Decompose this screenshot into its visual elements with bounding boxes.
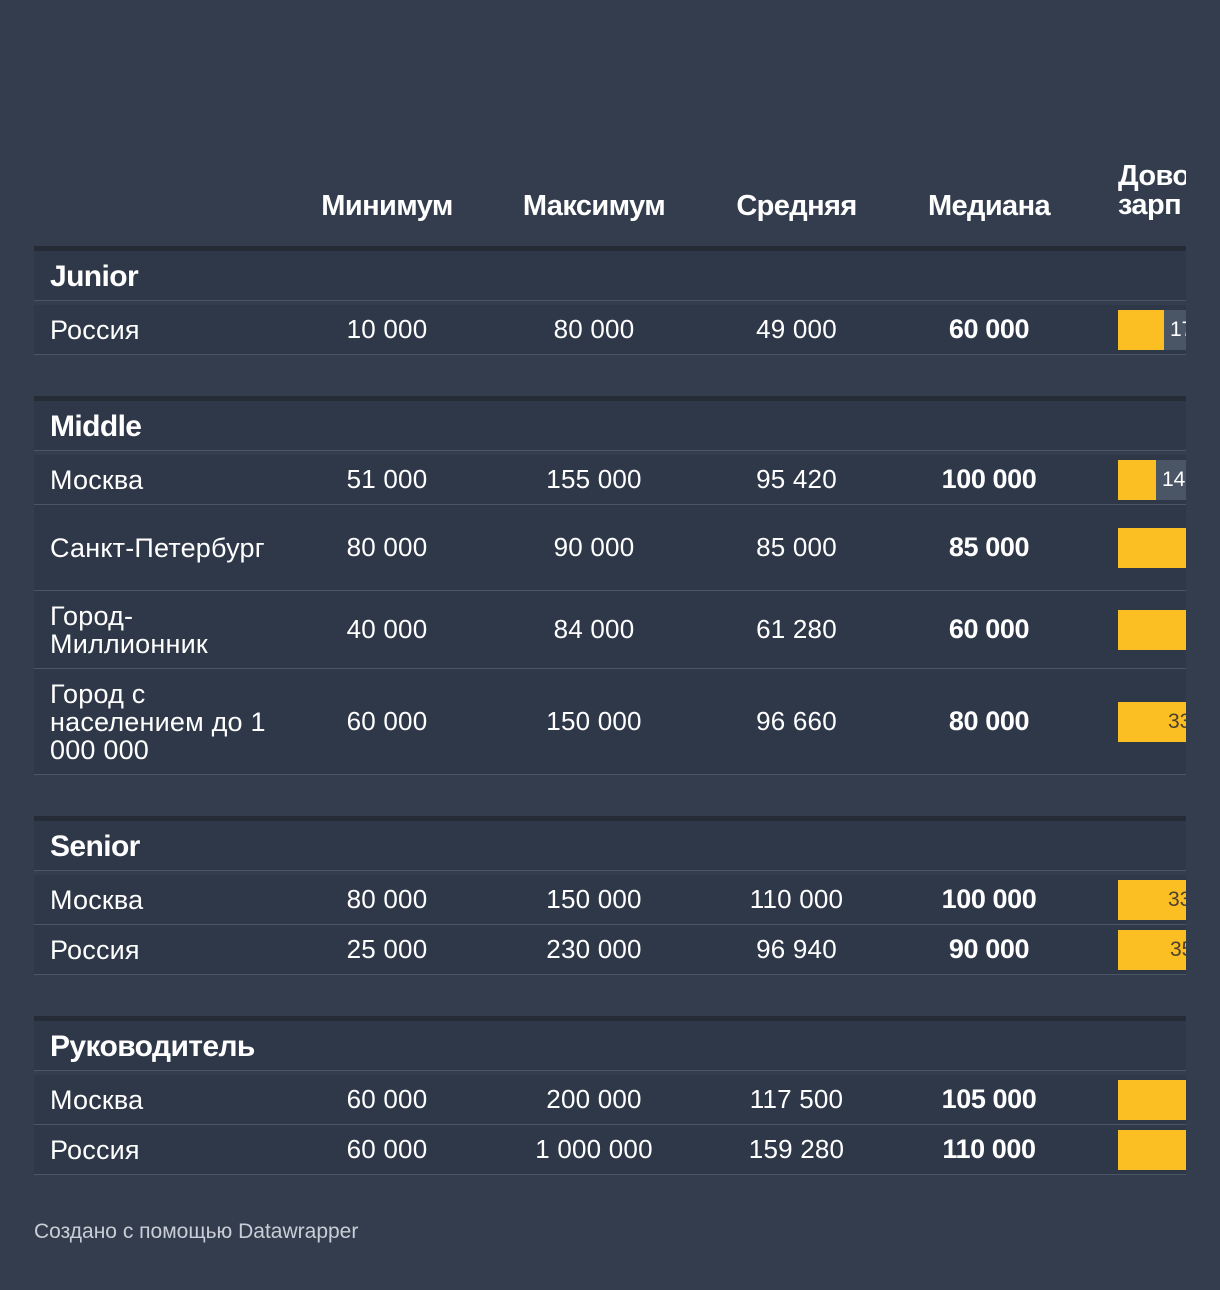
maximum-cell: 1 000 000 [535, 1134, 653, 1164]
mean-cell: 61 280 [756, 614, 837, 644]
city-cell: Город с населением до 1 000 000 [50, 678, 266, 765]
header-maximum[interactable]: Максимум [522, 190, 666, 222]
group-title-row: Middle [34, 401, 1186, 451]
minimum-cell: 51 000 [346, 464, 428, 494]
bar-fill [1118, 702, 1186, 742]
city-cell: Россия [50, 314, 140, 345]
salary-table: Минимум Максимум Средняя Медиана Дово за… [34, 0, 1186, 1200]
mean-cell: 117 500 [749, 1084, 844, 1114]
bar-label: 33% [1168, 888, 1186, 911]
mean-cell: 159 280 [748, 1134, 845, 1164]
bar-cell [1118, 1075, 1186, 1124]
table-row: Город-Миллионник 40 000 84 000 61 280 60 000 [34, 591, 1186, 669]
mean-cell: 96 940 [756, 934, 837, 964]
table-header: Минимум Максимум Средняя Медиана Дово за… [34, 150, 1186, 246]
minimum-cell: 10 000 [346, 314, 428, 344]
city-cell: Россия [50, 1134, 140, 1165]
minimum-cell: 25 000 [346, 934, 428, 964]
table-row: Москва 51 000 155 000 95 420 100 000 14 [34, 455, 1186, 505]
median-cell: 105 000 [941, 1084, 1037, 1114]
minimum-cell: 60 000 [346, 706, 428, 736]
minimum-cell: 80 000 [346, 532, 428, 562]
header-last-column[interactable]: Дово зарп [1118, 160, 1186, 221]
table-row: Санкт-Петербург 80 000 90 000 85 000 85 000 [34, 505, 1186, 591]
bar-cell: 17 [1118, 305, 1186, 354]
bar-cell: 14 [1118, 455, 1186, 504]
header-median[interactable]: Медиана [927, 190, 1051, 222]
mean-cell: 96 660 [756, 706, 837, 736]
bar-fill [1118, 610, 1186, 650]
city-cell: Москва [50, 464, 144, 495]
table-row: Город с населением до 1 000 000 60 000 150… [34, 669, 1186, 775]
median-cell: 85 000 [948, 532, 1030, 562]
minimum-cell: 60 000 [346, 1084, 428, 1114]
bar-fill [1118, 460, 1156, 500]
maximum-cell: 90 000 [553, 532, 635, 562]
mean-cell: 95 420 [756, 464, 837, 494]
maximum-cell: 200 000 [546, 1084, 642, 1114]
bar-fill [1118, 880, 1186, 920]
group-separator [34, 816, 1186, 821]
median-cell: 100 000 [941, 464, 1037, 494]
city-cell: Москва [50, 884, 144, 915]
maximum-cell: 84 000 [553, 614, 635, 644]
group-title: Middle [50, 410, 142, 443]
bar-cell: 35 [1118, 925, 1186, 974]
maximum-cell: 80 000 [553, 314, 635, 344]
mean-cell: 85 000 [756, 532, 837, 562]
bar-fill [1118, 1130, 1186, 1170]
group-title-row: Junior [34, 251, 1186, 301]
bar-cell: 33% [1118, 875, 1186, 924]
median-cell: 60 000 [948, 614, 1030, 644]
group-title-row: Руководитель [34, 1021, 1186, 1071]
bar-label: 14 [1162, 468, 1186, 491]
table-row: Россия 25 000 230 000 96 940 90 000 35 [34, 925, 1186, 975]
bar-label: 33% [1168, 710, 1186, 733]
city-cell: Москва [50, 1084, 144, 1115]
maximum-cell: 150 000 [546, 884, 642, 914]
group-separator [34, 1016, 1186, 1021]
city-cell: Санкт-Петербург [50, 532, 265, 563]
bar-fill [1118, 528, 1186, 568]
median-cell: 110 000 [942, 1134, 1036, 1164]
group-title: Руководитель [50, 1030, 255, 1063]
bar-cell [1118, 505, 1186, 590]
median-cell: 60 000 [948, 314, 1030, 344]
table-row: Россия 10 000 80 000 49 000 60 000 17 [34, 305, 1186, 355]
bar-fill [1118, 930, 1186, 970]
minimum-cell: 40 000 [346, 614, 428, 644]
group-separator [34, 396, 1186, 401]
header-rule [34, 246, 1186, 251]
group-title-row: Senior [34, 821, 1186, 871]
maximum-cell: 150 000 [546, 706, 642, 736]
table-row: Москва 80 000 150 000 110 000 100 000 33% [34, 875, 1186, 925]
footer-credit[interactable]: Создано с помощью Datawrapper [34, 1220, 359, 1243]
mean-cell: 110 000 [749, 884, 844, 914]
median-cell: 80 000 [948, 706, 1030, 736]
bar-label: 35 [1170, 938, 1186, 961]
bar-cell [1118, 591, 1186, 668]
minimum-cell: 60 000 [346, 1134, 428, 1164]
header-mean[interactable]: Средняя [736, 190, 857, 222]
bar-fill [1118, 310, 1164, 350]
header-minimum[interactable]: Минимум [321, 190, 453, 222]
minimum-cell: 80 000 [346, 884, 428, 914]
bar-fill [1118, 1080, 1186, 1120]
city-cell: Город-Миллионник [50, 600, 208, 659]
table-row: Россия 60 000 1 000 000 159 280 110 000 4 [34, 1125, 1186, 1175]
bar-cell: 4 [1118, 1125, 1186, 1174]
mean-cell: 49 000 [756, 314, 837, 344]
group-title: Senior [50, 830, 140, 863]
median-cell: 100 000 [941, 884, 1037, 914]
city-cell: Россия [50, 934, 140, 965]
maximum-cell: 230 000 [546, 934, 642, 964]
maximum-cell: 155 000 [546, 464, 642, 494]
table-row: Москва 60 000 200 000 117 500 105 000 [34, 1075, 1186, 1125]
bar-label: 17 [1170, 318, 1186, 341]
median-cell: 90 000 [948, 934, 1030, 964]
bar-cell: 33% [1118, 669, 1186, 774]
group-title: Junior [50, 260, 139, 293]
